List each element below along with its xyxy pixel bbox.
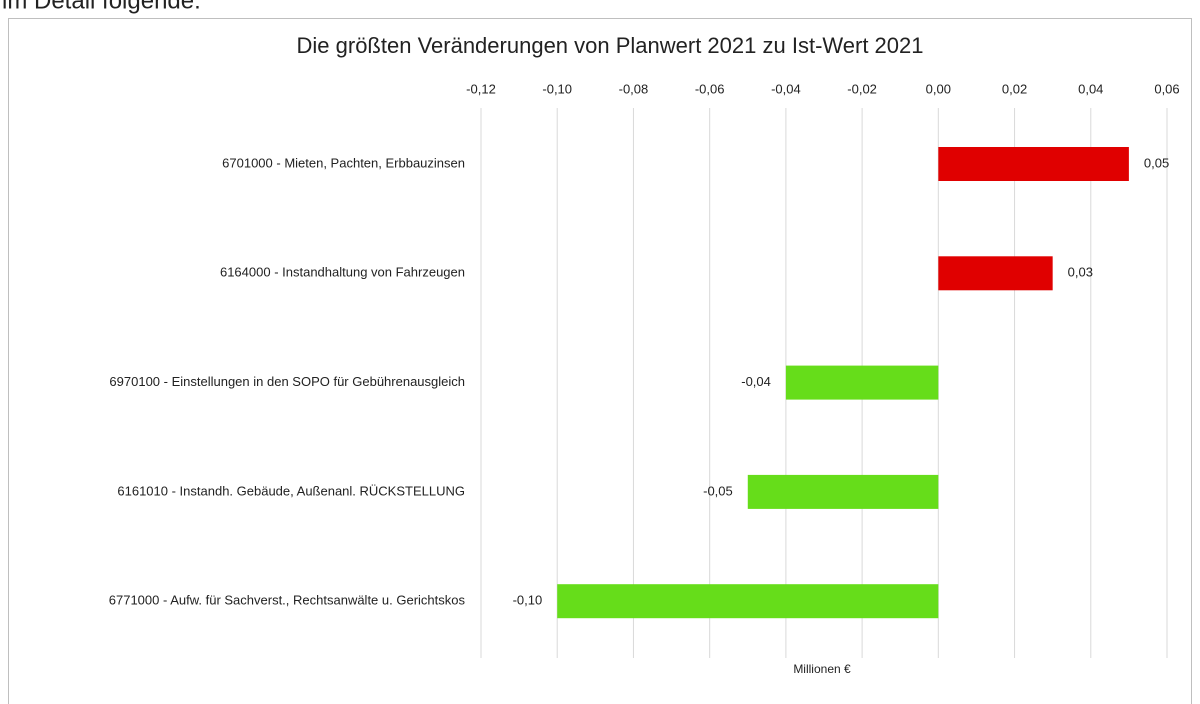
x-tick-label: -0,08 [619, 81, 649, 96]
bar [785, 365, 939, 400]
y-tick-label: 6701000 - Mieten, Pachten, Erbbauzinsen [222, 155, 465, 170]
bar [938, 147, 1129, 181]
data-label: -0,04 [741, 374, 771, 389]
chart-title: Die größten Veränderungen von Planwert 2… [297, 33, 924, 58]
bar [557, 584, 939, 619]
x-tick-label: -0,04 [771, 81, 801, 96]
bar [938, 256, 1053, 291]
y-tick-label: 6164000 - Instandhaltung von Fahrzeugen [220, 265, 465, 280]
data-label: 0,03 [1068, 265, 1093, 280]
x-tick-label: -0,02 [847, 81, 877, 96]
x-tick-label: 0,02 [1002, 81, 1027, 96]
data-label: -0,05 [703, 483, 733, 498]
x-tick-label: -0,10 [542, 81, 572, 96]
data-label: -0,10 [513, 593, 543, 608]
data-label: 0,05 [1144, 155, 1169, 170]
x-tick-label: 0,06 [1154, 81, 1179, 96]
chart-frame [8, 18, 1192, 704]
x-tick-label: 0,00 [926, 81, 951, 96]
x-axis-label: Millionen € [793, 662, 851, 676]
intro-text: im Detail folgende: [2, 0, 201, 14]
x-tick-label: -0,06 [695, 81, 725, 96]
bar [747, 474, 939, 509]
x-tick-label: -0,12 [466, 81, 496, 96]
x-tick-label: 0,04 [1078, 81, 1103, 96]
y-tick-label: 6771000 - Aufw. für Sachverst., Rechtsan… [109, 593, 466, 608]
y-tick-label: 6970100 - Einstellungen in den SOPO für … [109, 374, 465, 389]
y-tick-label: 6161010 - Instandh. Gebäude, Außenanl. R… [117, 483, 465, 498]
